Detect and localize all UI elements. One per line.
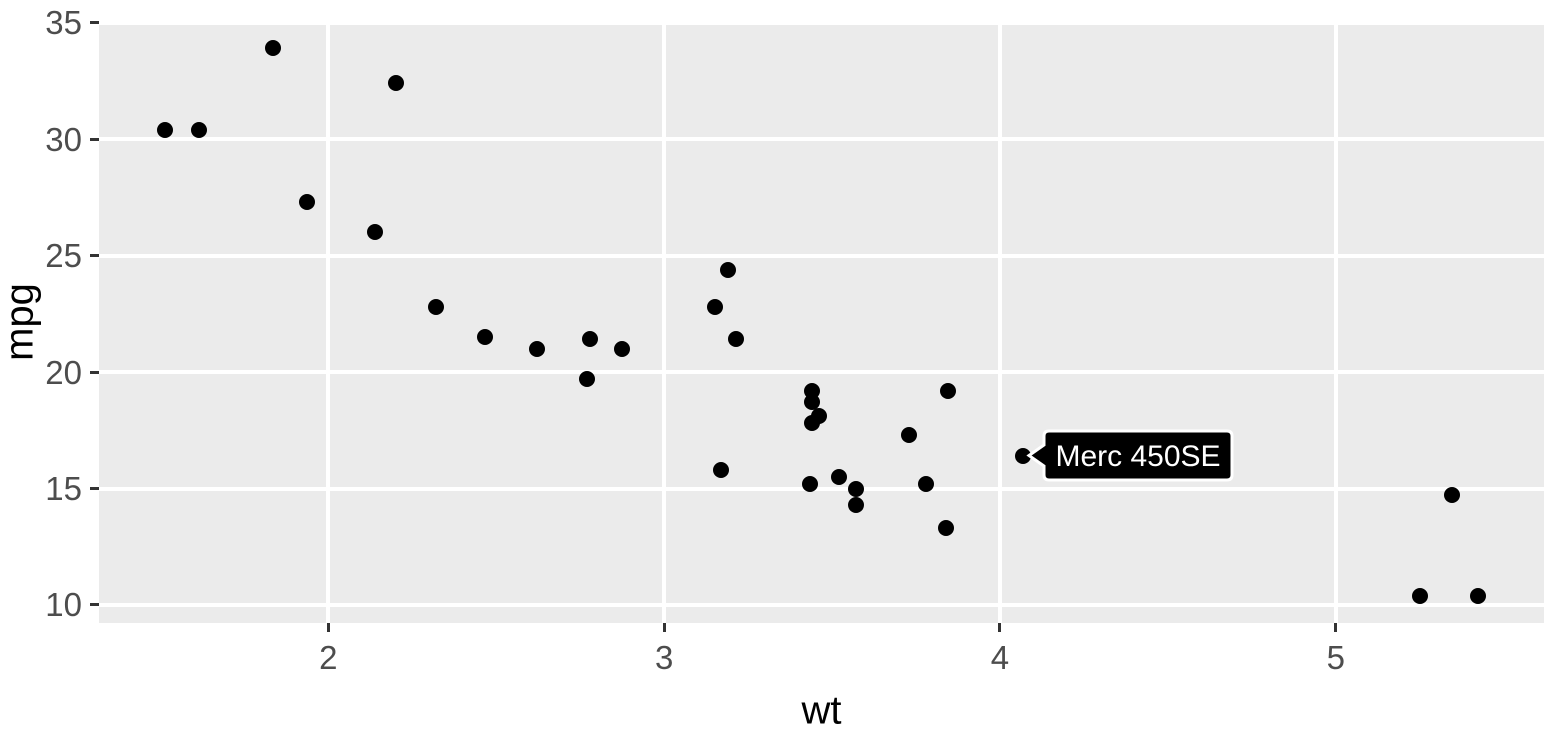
x-tick-mark <box>662 623 666 632</box>
data-point <box>367 224 384 241</box>
y-tick-label: 15 <box>45 470 82 507</box>
y-tick-label: 20 <box>45 353 82 391</box>
data-point <box>728 331 745 348</box>
data-point <box>1443 487 1460 504</box>
y-tick-label: 25 <box>45 237 82 275</box>
data-point <box>719 261 736 278</box>
gridline-x-2 <box>326 21 331 623</box>
data-point <box>156 121 173 138</box>
data-point <box>938 520 955 537</box>
data-point <box>582 331 599 348</box>
x-tick-label: 2 <box>319 639 338 676</box>
x-tick-label: 3 <box>654 639 674 676</box>
x-tick-mark <box>998 623 1002 632</box>
y-tick-mark <box>90 487 99 490</box>
y-axis-title: mpg <box>0 283 42 361</box>
y-tick-mark <box>90 137 99 141</box>
gridline-x-5 <box>1333 21 1338 623</box>
data-point <box>830 468 847 485</box>
data-point <box>901 426 918 443</box>
gridline-x-4 <box>997 21 1002 623</box>
data-point <box>803 382 820 399</box>
y-tick-mark <box>90 254 99 258</box>
y-tick-mark <box>90 603 99 607</box>
x-tick-label: 5 <box>1326 639 1345 676</box>
annotation-label-text: Merc 450SE <box>1056 440 1221 473</box>
y-tick-label: 30 <box>45 120 82 158</box>
plot-panel <box>99 21 1544 623</box>
gridline-y-35 <box>99 21 1544 25</box>
data-point <box>528 340 545 357</box>
data-point <box>578 371 595 388</box>
y-tick-label: 35 <box>45 4 82 42</box>
data-point <box>614 340 631 357</box>
data-point <box>803 415 820 432</box>
gridline-x-3 <box>662 21 667 623</box>
x-tick-label: 4 <box>990 639 1010 676</box>
data-point <box>1015 447 1032 464</box>
data-point <box>847 480 864 497</box>
gridline-y-15 <box>99 486 1544 491</box>
gridline-y-25 <box>99 253 1544 258</box>
data-point <box>476 329 493 346</box>
y-tick-label: 10 <box>45 586 82 624</box>
x-tick-mark <box>1334 623 1338 632</box>
data-point <box>191 121 208 138</box>
annotation-label-box <box>1026 429 1234 482</box>
y-tick-mark <box>90 370 99 374</box>
data-point <box>918 475 935 492</box>
data-point <box>713 461 730 478</box>
gridline-y-20 <box>99 370 1544 375</box>
y-tick-mark <box>90 21 99 25</box>
data-point <box>847 496 864 513</box>
data-point <box>1470 587 1487 604</box>
data-point <box>298 194 315 211</box>
gridline-y-10 <box>99 602 1544 607</box>
gridline-y-30 <box>99 137 1544 142</box>
x-axis-title: wt <box>801 688 842 733</box>
data-point <box>427 298 444 315</box>
data-point <box>802 475 819 492</box>
data-point <box>706 298 723 315</box>
data-point <box>1411 587 1428 604</box>
data-point <box>939 382 956 399</box>
x-tick-mark <box>326 623 330 632</box>
data-point <box>264 40 281 57</box>
data-point <box>387 75 404 92</box>
annotation-label-merc-450se: Merc 450SE <box>1026 429 1234 482</box>
